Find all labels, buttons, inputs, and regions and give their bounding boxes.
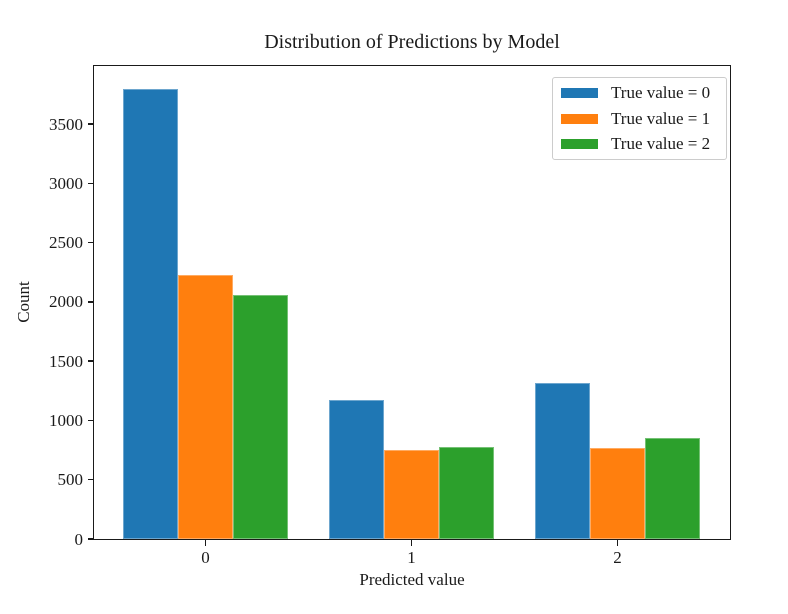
y-tick-mark-0 <box>88 538 94 540</box>
y-tick-label-3000: 3000 <box>49 173 83 193</box>
bar-pred1-true0 <box>329 400 384 539</box>
y-tick-label-1500: 1500 <box>49 351 83 371</box>
bar-pred0-true1 <box>178 274 233 539</box>
legend-swatch-icon <box>561 113 598 124</box>
y-axis-label: Count <box>14 281 33 323</box>
y-tick-label-500: 500 <box>57 470 84 490</box>
x-tick-mark-2 <box>616 540 619 546</box>
bar-pred2-true1 <box>590 447 645 539</box>
x-tick-label-1: 1 <box>407 548 416 567</box>
legend-label-0: True value = 0 <box>611 83 711 102</box>
x-tick-label-2: 2 <box>613 548 622 567</box>
y-tick-mark-2500 <box>88 241 94 244</box>
bar-pred1-true1 <box>384 450 439 539</box>
y-tick-mark-1500 <box>88 360 94 362</box>
y-tick-label-0: 0 <box>74 529 84 549</box>
legend-swatch-icon <box>561 139 598 149</box>
bar-pred0-true0 <box>123 88 178 539</box>
x-axis-label: Predicted value <box>359 570 465 589</box>
bar-pred0-true2 <box>233 294 288 539</box>
x-tick-mark-1 <box>410 540 413 546</box>
bar-pred1-true2 <box>439 446 494 539</box>
y-tick-mark-1000 <box>88 419 94 422</box>
legend-row-1: True value = 1 <box>553 106 726 131</box>
x-tick-label-0: 0 <box>201 548 210 567</box>
y-tick-label-2000: 2000 <box>49 292 83 312</box>
bar-pred2-true2 <box>645 437 700 539</box>
legend: True value = 0 True value = 1 True value =… <box>552 77 727 160</box>
legend-label-1: True value = 1 <box>611 108 711 128</box>
y-tick-mark-2000 <box>88 301 94 303</box>
y-tick-label-2500: 2500 <box>49 233 83 253</box>
legend-label-2: True value = 2 <box>611 134 711 153</box>
chart-title: Distribution of Predictions by Model <box>264 31 560 53</box>
legend-row-2: True value = 2 <box>553 132 726 157</box>
y-tick-mark-3000 <box>88 182 94 185</box>
y-tick-mark-3500 <box>88 123 94 125</box>
legend-swatch-icon <box>561 88 598 98</box>
y-tick-label-1000: 1000 <box>49 410 83 430</box>
bar-pred2-true0 <box>535 382 590 539</box>
x-tick-mark-0 <box>204 540 207 546</box>
y-tick-mark-500 <box>88 479 94 481</box>
y-tick-label-3500: 3500 <box>49 114 83 134</box>
legend-row-0: True value = 0 <box>553 81 726 106</box>
